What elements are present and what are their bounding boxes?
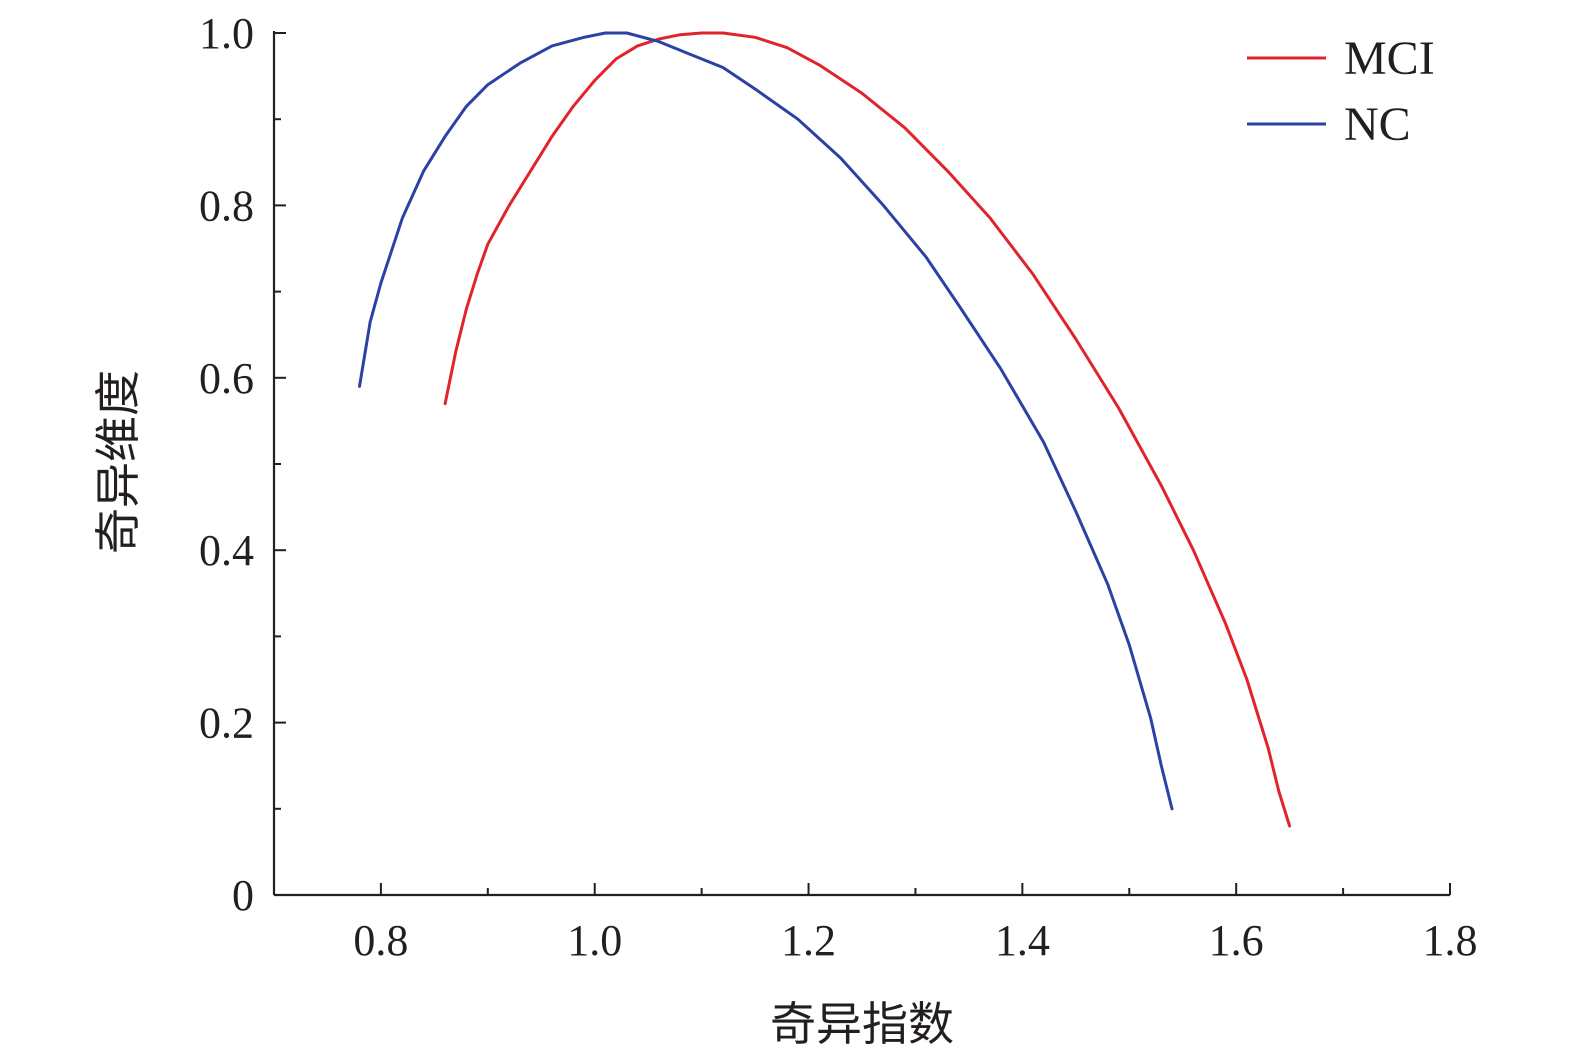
y-tick-label: 0.8 bbox=[199, 181, 254, 230]
axes: 0.8 1.0 1.2 1.4 1.6 1.8 0 0.2 0.4 0.6 0.8 1.0 bbox=[199, 9, 1478, 965]
x-tick-label: 1.2 bbox=[781, 916, 836, 965]
y-tick-label: 0 bbox=[232, 871, 254, 920]
x-axis-title: 奇异指数 bbox=[770, 997, 954, 1051]
x-tick-label: 1.0 bbox=[567, 916, 622, 965]
series-line-nc bbox=[358, 31, 1174, 811]
y-tick-label: 0.6 bbox=[199, 354, 254, 403]
x-tick-label: 0.8 bbox=[353, 916, 408, 965]
x-tick-label: 1.6 bbox=[1209, 916, 1264, 965]
series-line-mci bbox=[443, 31, 1292, 828]
y-tick-label: 1.0 bbox=[199, 9, 254, 58]
x-tick-label: 1.8 bbox=[1423, 916, 1478, 965]
series-layer bbox=[358, 31, 1292, 828]
x-tick-label: 1.4 bbox=[995, 916, 1050, 965]
y-tick-label: 0.4 bbox=[199, 526, 254, 575]
legend-label-nc: NC bbox=[1344, 98, 1411, 151]
y-tick-label: 0.2 bbox=[199, 699, 254, 748]
y-axis-title: 奇异维度 bbox=[91, 370, 145, 554]
legend-label-mci: MCI bbox=[1344, 32, 1435, 85]
legend: MCI NC bbox=[1247, 32, 1435, 151]
